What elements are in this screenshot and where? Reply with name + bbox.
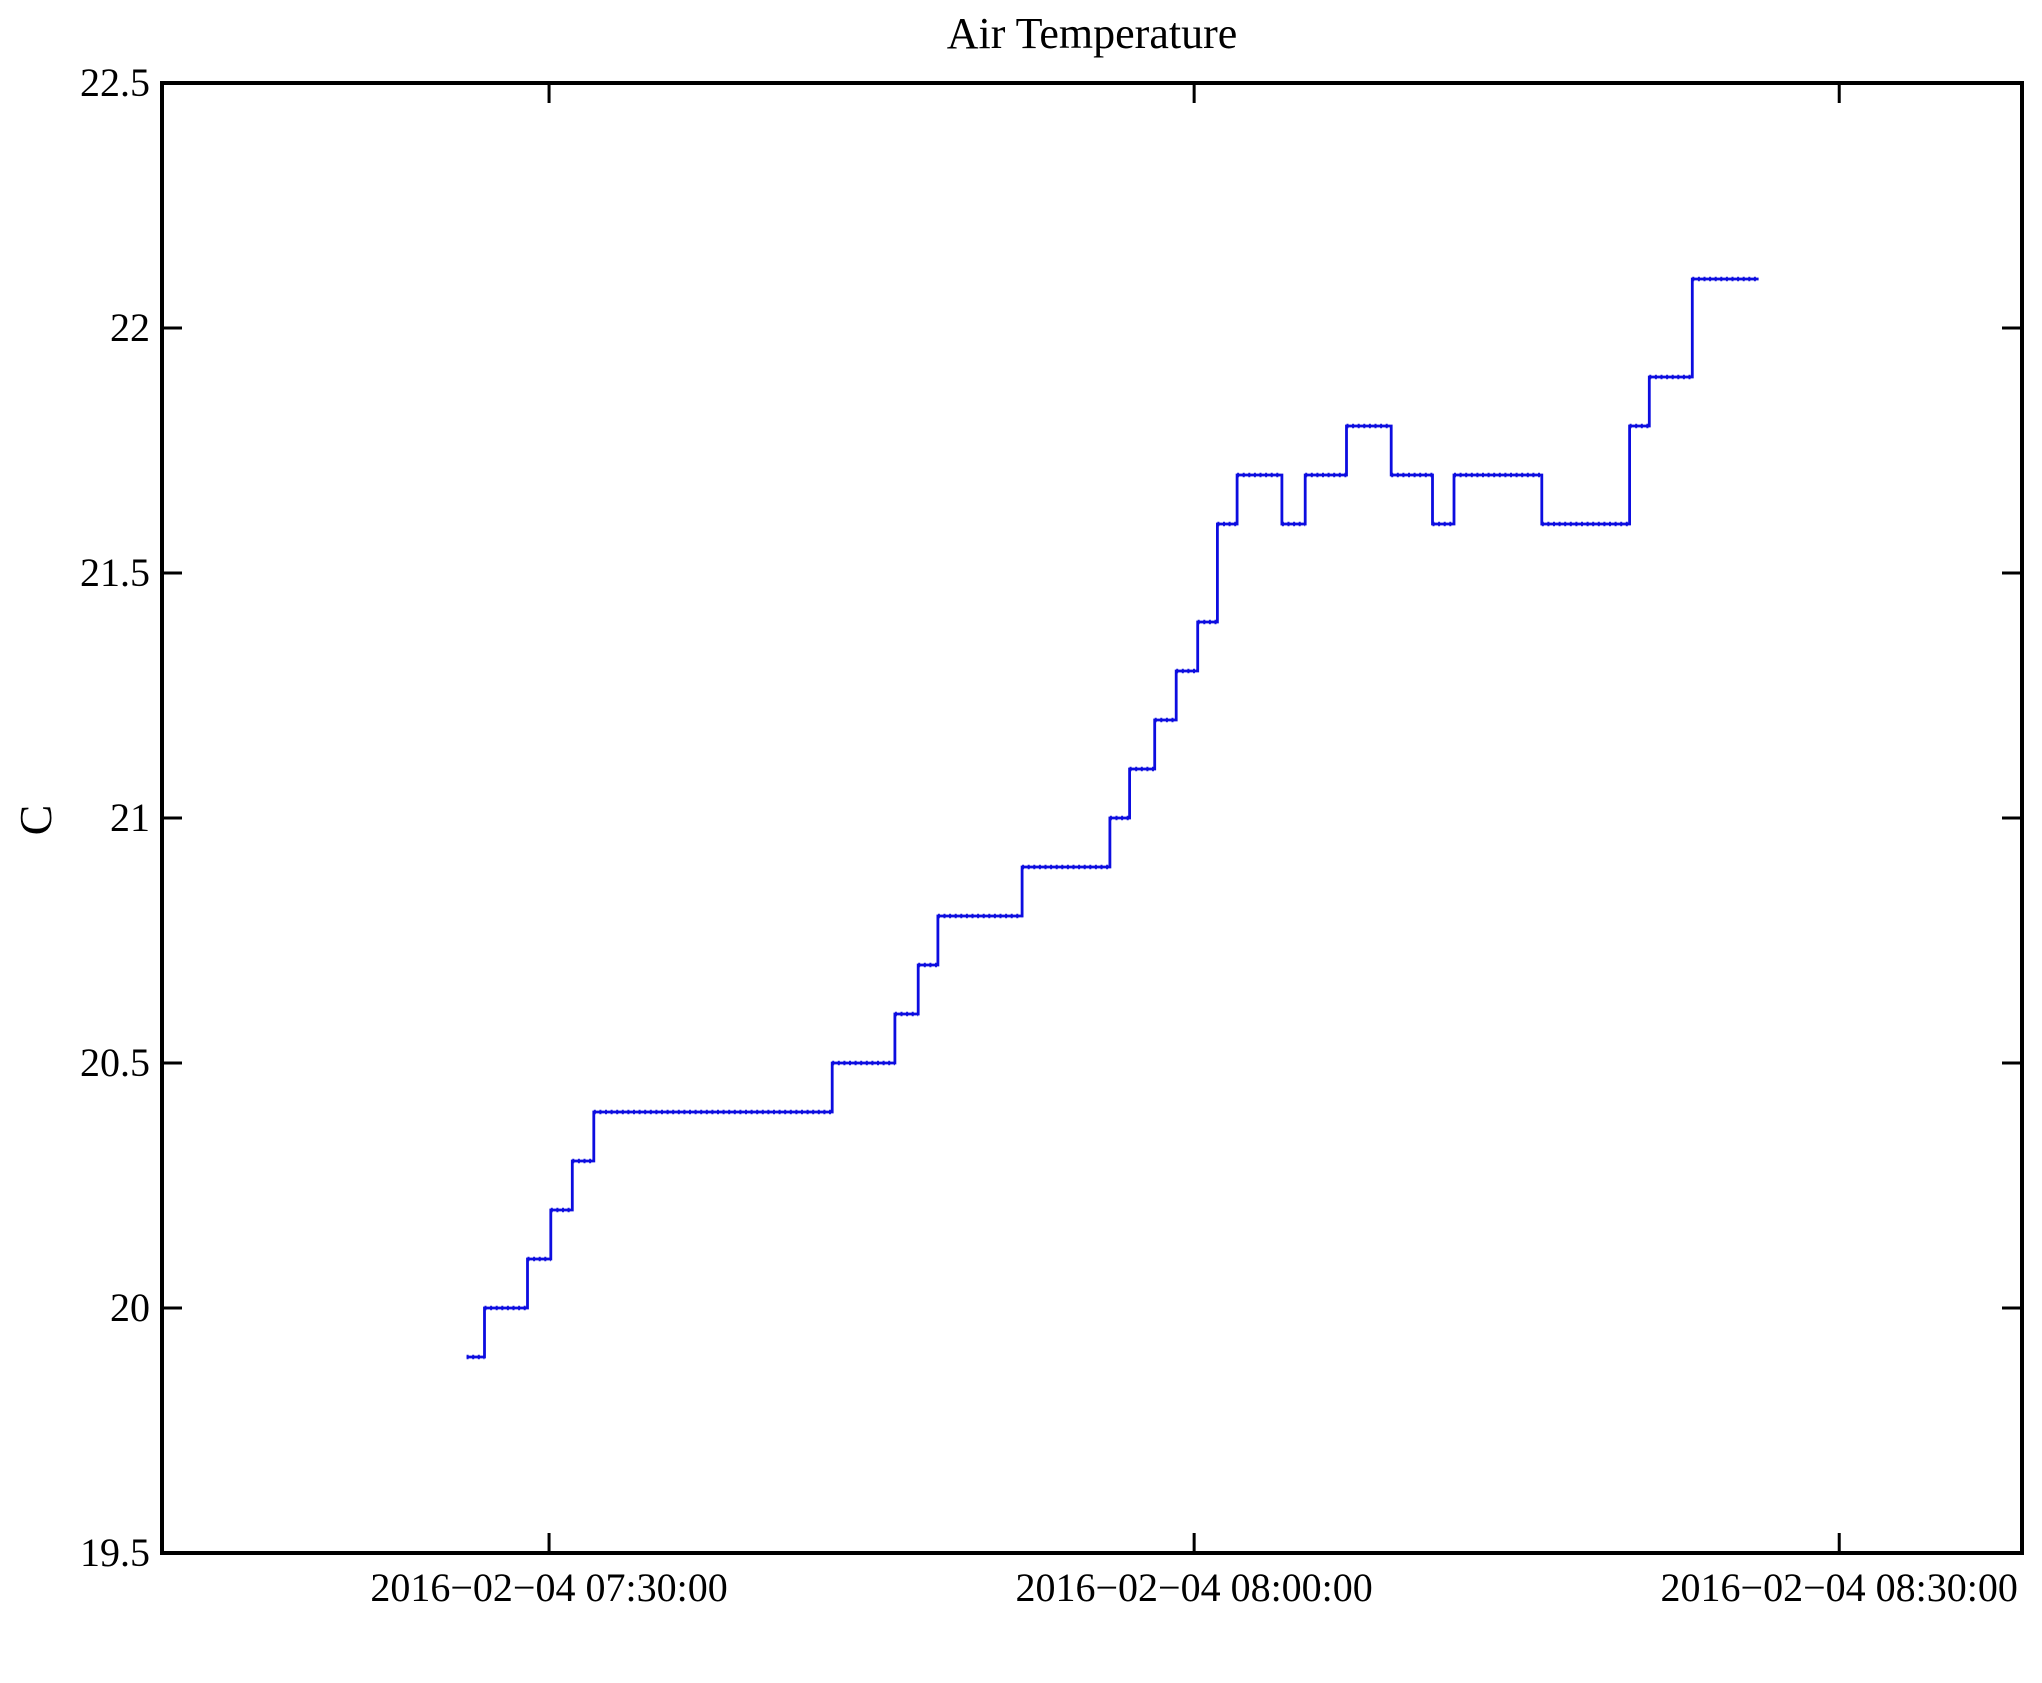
x-tick-label: 2016−02−04 08:30:00 (1660, 1565, 2018, 1610)
y-tick-label: 22 (110, 305, 150, 350)
y-tick-label: 21.5 (80, 550, 150, 595)
temperature-sample-dots (466, 276, 1759, 1360)
x-tick-label: 2016−02−04 07:30:00 (370, 1565, 728, 1610)
y-tick-label: 20.5 (80, 1040, 150, 1085)
y-tick-label: 21 (110, 795, 150, 840)
temperature-step-line (466, 277, 1759, 1359)
x-tick-label: 2016−02−04 08:00:00 (1015, 1565, 1373, 1610)
axis-ticks (162, 81, 2022, 1555)
plot-border (160, 81, 2024, 1555)
y-tick-label: 20 (110, 1285, 150, 1330)
y-tick-label: 19.5 (80, 1530, 150, 1575)
y-tick-label: 22.5 (80, 60, 150, 105)
chart-title: Air Temperature (946, 9, 1238, 58)
